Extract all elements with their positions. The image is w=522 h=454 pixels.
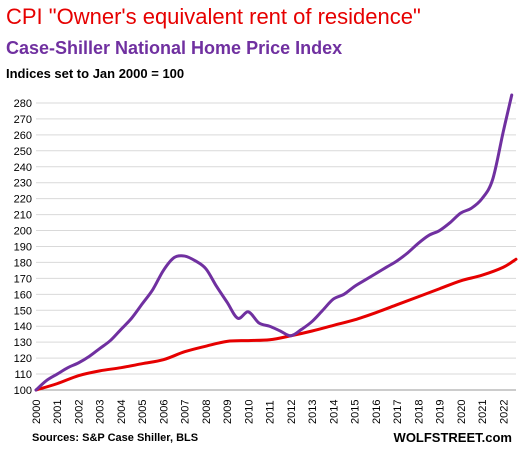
x-tick-label: 2014 xyxy=(328,400,340,424)
x-tick-label: 2001 xyxy=(52,400,64,424)
x-tick-label: 2008 xyxy=(201,400,213,424)
y-tick-label: 130 xyxy=(14,337,32,349)
y-tick-label: 280 xyxy=(14,98,32,110)
y-tick-label: 260 xyxy=(14,130,32,142)
y-tick-label: 160 xyxy=(14,289,32,301)
x-tick-label: 2020 xyxy=(456,400,468,424)
x-tick-label: 2000 xyxy=(31,400,43,424)
x-tick-label: 2019 xyxy=(435,400,447,424)
y-tick-label: 100 xyxy=(14,385,32,397)
y-tick-label: 190 xyxy=(14,241,32,253)
chart-title: CPI "Owner's equivalent rent of residenc… xyxy=(6,4,421,29)
series-lines xyxy=(34,93,518,392)
case-shiller-line xyxy=(34,93,514,392)
x-tick-label: 2017 xyxy=(392,400,404,424)
y-tick-label: 140 xyxy=(14,321,32,333)
x-tick-label: 2002 xyxy=(73,400,85,424)
x-tick-label: 2013 xyxy=(307,400,319,424)
chart-subtitle: Case-Shiller National Home Price Index xyxy=(6,38,343,58)
x-tick-label: 2022 xyxy=(498,400,510,424)
y-tick-label: 210 xyxy=(14,210,32,222)
brand-label: WOLFSTREET.com xyxy=(393,430,512,445)
y-tick-label: 150 xyxy=(14,305,32,317)
x-tick-label: 2003 xyxy=(95,400,107,424)
x-tick-label: 2018 xyxy=(413,400,425,424)
x-tick-label: 2005 xyxy=(137,400,149,424)
cpi-oer-line xyxy=(34,257,518,392)
x-tick-label: 2012 xyxy=(286,400,298,424)
y-tick-label: 110 xyxy=(14,369,32,381)
y-tick-label: 240 xyxy=(14,162,32,174)
x-tick-label: 2004 xyxy=(116,400,128,424)
y-tick-label: 270 xyxy=(14,114,32,126)
y-tick-label: 180 xyxy=(14,257,32,269)
y-tick-label: 120 xyxy=(14,353,32,365)
y-tick-label: 230 xyxy=(14,178,32,190)
x-tick-label: 2016 xyxy=(371,400,383,424)
y-tick-label: 250 xyxy=(14,146,32,158)
y-tick-label: 170 xyxy=(14,273,32,285)
x-tick-labels: 2000 2001 2002 2003 2004 2005 2006 2007 2008 2009… xyxy=(31,400,510,424)
x-tick-label: 2007 xyxy=(180,400,192,424)
index-note: Indices set to Jan 2000 = 100 xyxy=(6,66,185,81)
x-tick-label: 2006 xyxy=(158,400,170,424)
grid-lines xyxy=(36,102,516,391)
y-tick-labels: 100 110 120 130 140 150 160 170 180 190 200 210 220 2… xyxy=(14,98,32,397)
source-note: Sources: S&P Case Shiller, BLS xyxy=(32,432,199,444)
x-tick-label: 2015 xyxy=(350,400,362,424)
x-tick-label: 2010 xyxy=(243,400,255,424)
y-tick-label: 220 xyxy=(14,194,32,206)
x-tick-label: 2021 xyxy=(477,400,489,424)
x-tick-label: 2011 xyxy=(265,400,277,424)
y-tick-label: 200 xyxy=(14,226,32,238)
x-tick-label: 2009 xyxy=(222,400,234,424)
